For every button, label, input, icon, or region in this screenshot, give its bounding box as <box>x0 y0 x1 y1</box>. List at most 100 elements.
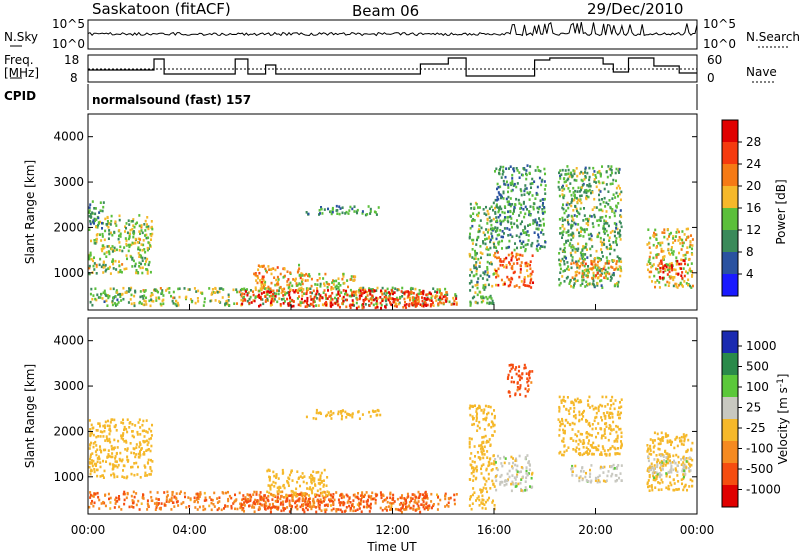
heatmap-cell <box>587 282 590 286</box>
heatmap-cell <box>143 451 146 454</box>
heatmap-cell <box>212 291 215 294</box>
heatmap-cell <box>319 478 322 482</box>
heatmap-cell <box>333 279 336 283</box>
heatmap-cell <box>397 302 400 306</box>
heatmap-cell <box>675 488 678 491</box>
heatmap-cell <box>103 238 106 242</box>
heatmap-cell <box>473 257 476 261</box>
heatmap-cell <box>589 247 592 251</box>
heatmap-cell <box>286 270 289 274</box>
heatmap-cell <box>505 483 508 486</box>
heatmap-cell <box>242 288 245 291</box>
heatmap-cell <box>285 494 288 498</box>
heatmap-cell <box>496 206 499 209</box>
heatmap-cell <box>284 293 287 296</box>
heatmap-cell <box>264 267 267 271</box>
heatmap-cell <box>175 496 178 500</box>
heatmap-cell <box>455 303 458 306</box>
heatmap-cell <box>577 430 580 433</box>
heatmap-cell <box>263 283 266 287</box>
heatmap-cell <box>497 454 500 458</box>
heatmap-cell <box>383 292 386 295</box>
heatmap-cell <box>489 405 492 409</box>
heatmap-cell <box>398 503 401 506</box>
heatmap-cell <box>261 282 264 286</box>
heatmap-cell <box>503 257 506 261</box>
nsky-panel: N.Sky 10^5 10^0 10^5 10^0 N.Search <box>4 17 800 51</box>
heatmap-cell <box>242 497 245 501</box>
heatmap-cell <box>655 477 658 480</box>
heatmap-cell <box>141 423 144 427</box>
heatmap-cell <box>170 294 173 298</box>
heatmap-cell <box>593 284 596 288</box>
heatmap-cell <box>269 486 272 490</box>
heatmap-cell <box>597 405 600 409</box>
heatmap-cell <box>494 206 497 210</box>
heatmap-cell <box>429 304 432 308</box>
heatmap-cell <box>318 297 321 301</box>
heatmap-cell <box>392 493 395 497</box>
heatmap-cell <box>529 274 532 278</box>
heatmap-cell <box>118 260 121 264</box>
heatmap-cell <box>338 294 341 298</box>
heatmap-cell <box>332 283 335 286</box>
heatmap-cell <box>368 287 371 290</box>
heatmap-cell <box>647 485 650 489</box>
heatmap-cell <box>574 271 577 274</box>
heatmap-cell <box>483 212 486 215</box>
heatmap-cell <box>140 229 143 232</box>
heatmap-cell <box>329 414 332 417</box>
heatmap-cell <box>615 266 618 270</box>
heatmap-cell <box>667 284 670 288</box>
heatmap-cell <box>474 284 477 287</box>
heatmap-cell <box>116 500 119 503</box>
heatmap-cell <box>615 243 618 247</box>
heatmap-cell <box>468 445 471 449</box>
heatmap-cell <box>573 178 576 182</box>
heatmap-cell <box>611 445 614 448</box>
heatmap-cell <box>119 245 122 249</box>
heatmap-cell <box>135 453 138 456</box>
heatmap-cell <box>421 299 424 303</box>
heatmap-cell <box>312 297 315 301</box>
heatmap-cell <box>102 263 105 267</box>
heatmap-cell <box>99 233 102 237</box>
heatmap-cell <box>117 301 120 304</box>
heatmap-cell <box>664 450 667 454</box>
heatmap-cell <box>282 294 285 297</box>
heatmap-cell <box>313 295 316 299</box>
heatmap-cell <box>490 223 493 227</box>
heatmap-cell <box>524 480 527 484</box>
heatmap-cell <box>136 433 139 436</box>
heatmap-cell <box>257 295 260 298</box>
heatmap-cell <box>114 302 117 305</box>
heatmap-cell <box>507 220 510 224</box>
heatmap-cell <box>473 460 476 464</box>
heatmap-cell <box>597 422 600 425</box>
heatmap-cell <box>108 497 111 501</box>
heatmap-cell <box>312 300 315 304</box>
heatmap-cell <box>112 296 115 300</box>
heatmap-cell <box>339 493 342 497</box>
heatmap-cell <box>91 211 94 215</box>
heatmap-cell <box>287 278 290 281</box>
heatmap-cell <box>146 246 149 250</box>
heatmap-cell <box>666 457 669 461</box>
heatmap-cell <box>303 475 306 478</box>
heatmap-cell <box>653 431 656 435</box>
heatmap-cell <box>243 504 246 507</box>
heatmap-cell <box>294 279 297 283</box>
heatmap-cell <box>653 476 656 480</box>
heatmap-cell <box>563 260 566 263</box>
heatmap-cell <box>581 184 584 187</box>
heatmap-cell <box>213 505 216 508</box>
heatmap-cell <box>89 455 92 459</box>
heatmap-cell <box>612 193 615 197</box>
heatmap-cell <box>682 254 685 257</box>
heatmap-cell <box>582 219 585 222</box>
heatmap-cell <box>141 249 144 252</box>
heatmap-cell <box>674 235 677 238</box>
heatmap-cell <box>534 218 537 222</box>
heatmap-cell <box>585 194 588 198</box>
